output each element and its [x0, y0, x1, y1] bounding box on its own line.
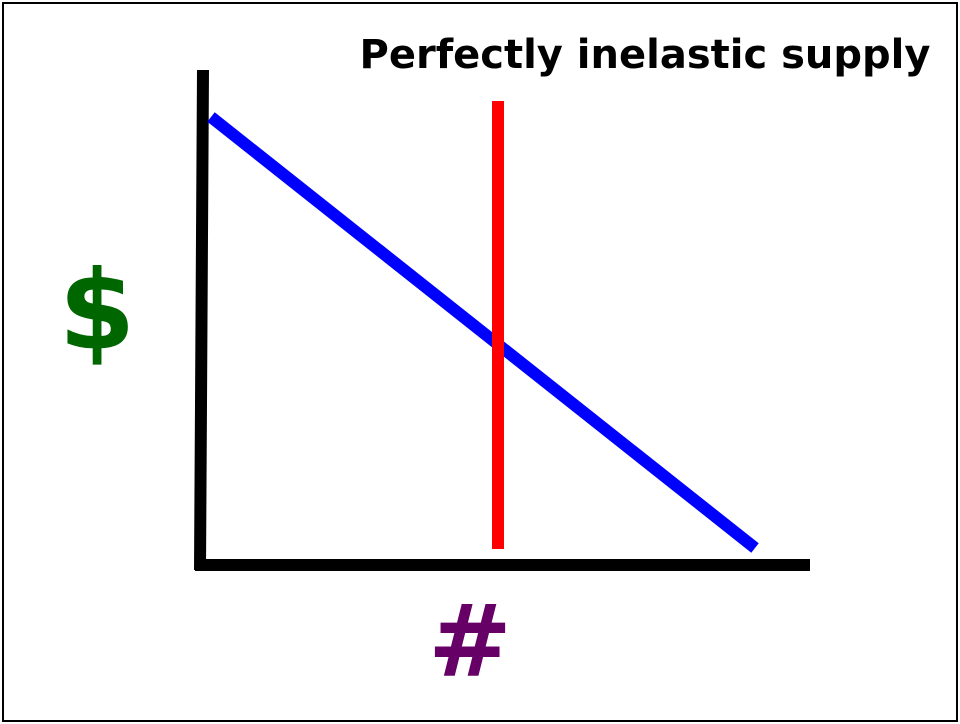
title: Perfectly inelastic supply	[360, 32, 931, 78]
y-label: $	[59, 246, 136, 374]
y-axis	[194, 69, 209, 571]
x-label: #	[428, 582, 512, 699]
demand-curve	[207, 112, 759, 553]
